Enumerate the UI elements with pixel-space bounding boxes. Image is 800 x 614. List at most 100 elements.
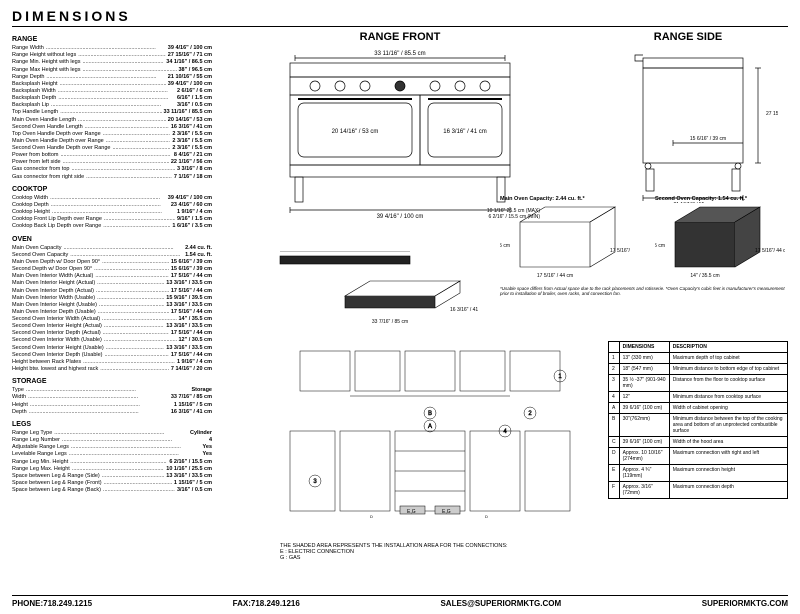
spec-row: Main Oven Interior Depth (Usable)17 5/16… xyxy=(12,309,212,316)
svg-text:33 7/16" / 85 cm: 33 7/16" / 85 cm xyxy=(372,319,408,325)
spec-row: Second Oven Interior Width (Usable)12" /… xyxy=(12,337,212,344)
table-row: C39 6/16" (100 cm)Width of the hood area xyxy=(609,437,788,448)
spec-row: Space between Leg & Range (Side)13 3/16"… xyxy=(12,473,212,480)
spec-row: Depth16 3/16" / 41 cm xyxy=(12,409,212,416)
table-row: A39 6/16" (100 cm)Width of cabinet openi… xyxy=(609,403,788,414)
dimensions-table: DIMENSIONSDESCRIPTION113" (330 mm)Maximu… xyxy=(608,341,788,499)
section-header: STORAGE xyxy=(12,377,212,386)
table-row: DApprox. 10 10/16" (274mm)Maximum connec… xyxy=(609,448,788,465)
footer-phone: PHONE:718.249.1215 xyxy=(12,599,92,608)
spec-row: Backsplash Width2 6/16" / 6 cm xyxy=(12,88,212,95)
spec-row: Range Leg Max. Height10 1/16" / 25.5 cm xyxy=(12,466,212,473)
footer-fax: FAX:718.249.1216 xyxy=(233,599,300,608)
spec-column: RANGERange Width39 4/16" / 100 cmRange H… xyxy=(12,31,212,591)
spec-row: Second Depth w/ Door Open 90°15 6/16" / … xyxy=(12,266,212,273)
table-row: 113" (330 mm)Maximum depth of top cabine… xyxy=(609,353,788,364)
spec-row: Gas connector from right side7 1/16" / 1… xyxy=(12,174,212,181)
spec-row: Top Oven Handle Depth over Range2 3/16" … xyxy=(12,131,212,138)
range-front-title: RANGE FRONT xyxy=(260,31,540,43)
spec-row: Main Oven Interior Depth (Actual)17 5/16… xyxy=(12,288,212,295)
svg-text:D: D xyxy=(370,514,373,519)
section-header: COOKTOP xyxy=(12,185,212,194)
range-side-diagram: RANGE SIDE 27 15/16" / 71 cm 21 10/16" /… xyxy=(598,31,778,203)
spec-row: TypeStorage xyxy=(12,387,212,394)
spec-row: Range Max Height with legs38" / 96.5 cm xyxy=(12,67,212,74)
table-row: 335 ½ -37" (901-940 mm)Distance from the… xyxy=(609,375,788,392)
spec-row: Range Height without legs27 15/16" / 71 … xyxy=(12,52,212,59)
spec-row: Range Leg TypeCylinder xyxy=(12,430,212,437)
table-row: 218" (547 mm)Minimum distance to bottom … xyxy=(609,364,788,375)
spec-row: Range Depth21 10/16" / 55 cm xyxy=(12,74,212,81)
section-header: LEGS xyxy=(12,420,212,429)
footer-email: SALES@SUPERIORMKTG.COM xyxy=(440,599,561,608)
spec-row: Space between Leg & Range (Back)3/16" / … xyxy=(12,487,212,494)
spec-row: Second Oven Handle Depth over Range2 3/1… xyxy=(12,145,212,152)
spec-row: Backsplash Lip3/16" / 0.5 cm xyxy=(12,102,212,109)
svg-text:13 3/16"/ 33.5 cm: 13 3/16"/ 33.5 cm xyxy=(500,243,510,249)
spec-row: Second Oven Interior Depth (Actual)17 5/… xyxy=(12,330,212,337)
svg-text:2: 2 xyxy=(528,411,532,417)
spec-row: Second Oven Handle Length16 3/16" / 41 c… xyxy=(12,124,212,131)
spec-row: Height btw. lowest and highest rack7 14/… xyxy=(12,366,212,373)
oven-capacity-boxes: Main Oven Capacity: 2.44 cu. ft.* 13 3/1… xyxy=(500,196,790,296)
spec-row: Cooktop Width39 4/16" / 100 cm xyxy=(12,195,212,202)
spec-row: Second Oven Interior Width (Actual)14" /… xyxy=(12,316,212,323)
svg-text:E,G: E,G xyxy=(442,509,451,515)
svg-text:D: D xyxy=(485,514,488,519)
spec-row: Second Oven Capacity1.54 cu. ft. xyxy=(12,252,212,259)
spec-row: Cooktop Front Lip Depth over Range9/16" … xyxy=(12,216,212,223)
spec-row: Main Oven Interior Width (Actual)17 5/16… xyxy=(12,273,212,280)
spec-row: Second Oven Interior Depth (Usable)17 5/… xyxy=(12,352,212,359)
spec-row: Backsplash Height39 4/16" / 100 cm xyxy=(12,81,212,88)
footer-web: SUPERIORMKTG.COM xyxy=(702,599,788,608)
svg-text:4: 4 xyxy=(503,429,507,435)
spec-row: Adjustable Range LegsYes xyxy=(12,444,212,451)
table-row: EApprox. 4 ¾" (119mm)Maximum connection … xyxy=(609,465,788,482)
table-row: FApprox. 3/16" (72mm)Maximum connection … xyxy=(609,482,788,499)
spec-row: Range Leg Number4 xyxy=(12,437,212,444)
spec-row: Power from left side22 1/16" / 56 cm xyxy=(12,159,212,166)
spec-row: Height between Rack Plates1 9/16" / 4 cm xyxy=(12,359,212,366)
svg-text:16 3/16" / 41: 16 3/16" / 41 xyxy=(450,307,478,313)
spec-row: Range Leg Min. Height6 2/16" / 15.5 cm xyxy=(12,459,212,466)
spec-row: Backsplash Depth6/16" / 1.5 cm xyxy=(12,95,212,102)
spec-row: Range Width39 4/16" / 100 cm xyxy=(12,45,212,52)
spec-row: Main Oven Depth w/ Door Open 90°15 6/16"… xyxy=(12,259,212,266)
svg-text:20 14/16" / 53 cm: 20 14/16" / 53 cm xyxy=(332,129,379,135)
svg-text:16 3/16" / 41 cm: 16 3/16" / 41 cm xyxy=(443,129,487,135)
spec-row: Main Oven Handle Length20 14/16" / 53 cm xyxy=(12,117,212,124)
spec-row: Width33 7/16" / 85 cm xyxy=(12,394,212,401)
spec-row: Height1 15/16" / 5 cm xyxy=(12,402,212,409)
svg-text:A: A xyxy=(428,424,432,430)
oven-note: *Usable space differs from Actual space … xyxy=(500,286,790,296)
installation-diagram: B 2 1 3 A 4 E,GE,G DD THE SHADED AREA RE… xyxy=(280,341,580,561)
spec-row: Second Oven Interior Height (Usable)13 3… xyxy=(12,345,212,352)
spec-row: Main Oven Interior Height (Usable)13 3/1… xyxy=(12,302,212,309)
svg-text:17 5/16"/ 44 cm: 17 5/16"/ 44 cm xyxy=(610,248,630,254)
drawer-diagram: 23 10/16" / 60 cm 33 7/16" / 85 cm 16 3/… xyxy=(250,251,480,333)
svg-text:33 11/16" / 85.5 cm: 33 11/16" / 85.5 cm xyxy=(374,51,425,57)
section-header: OVEN xyxy=(12,235,212,244)
spec-row: Power from bottom8 4/16" / 21 cm xyxy=(12,152,212,159)
diagram-area: RANGE FRONT xyxy=(220,31,788,591)
spec-row: Main Oven Interior Height (Actual)13 3/1… xyxy=(12,280,212,287)
footer: PHONE:718.249.1215 FAX:718.249.1216 SALE… xyxy=(12,595,788,608)
spec-row: Cooktop Height1 9/16" / 4 cm xyxy=(12,209,212,216)
spec-row: Levelable Range LegsYes xyxy=(12,451,212,458)
svg-text:39 4/16" / 100 cm: 39 4/16" / 100 cm xyxy=(377,214,424,218)
svg-text:13 3/16"/ 33.5 cm: 13 3/16"/ 33.5 cm xyxy=(655,243,665,249)
svg-text:14" / 35.5 cm: 14" / 35.5 cm xyxy=(690,273,719,279)
svg-text:1: 1 xyxy=(558,374,562,380)
section-header: RANGE xyxy=(12,35,212,44)
svg-text:17 5/16" / 44 cm: 17 5/16" / 44 cm xyxy=(537,273,573,279)
svg-text:15 6/16" / 39 cm: 15 6/16" / 39 cm xyxy=(690,136,726,142)
spec-row: Second Oven Interior Height (Actual)13 3… xyxy=(12,323,212,330)
table-row: B30"(762mm)Minimum distance between the … xyxy=(609,414,788,437)
spec-row: Space between Leg & Range (Front)1 15/16… xyxy=(12,480,212,487)
spec-row: Cooktop Back Lip Depth over Range1 6/16"… xyxy=(12,223,212,230)
spec-row: Top Handle Length33 11/16" / 85.5 cm xyxy=(12,109,212,116)
spec-row: Cooktop Depth23 4/16" / 60 cm xyxy=(12,202,212,209)
install-g-label: G : GAS xyxy=(280,555,580,561)
spec-row: Main Oven Handle Depth over Range2 3/16"… xyxy=(12,138,212,145)
svg-text:17 5/16"/ 44 cm: 17 5/16"/ 44 cm xyxy=(755,248,785,254)
